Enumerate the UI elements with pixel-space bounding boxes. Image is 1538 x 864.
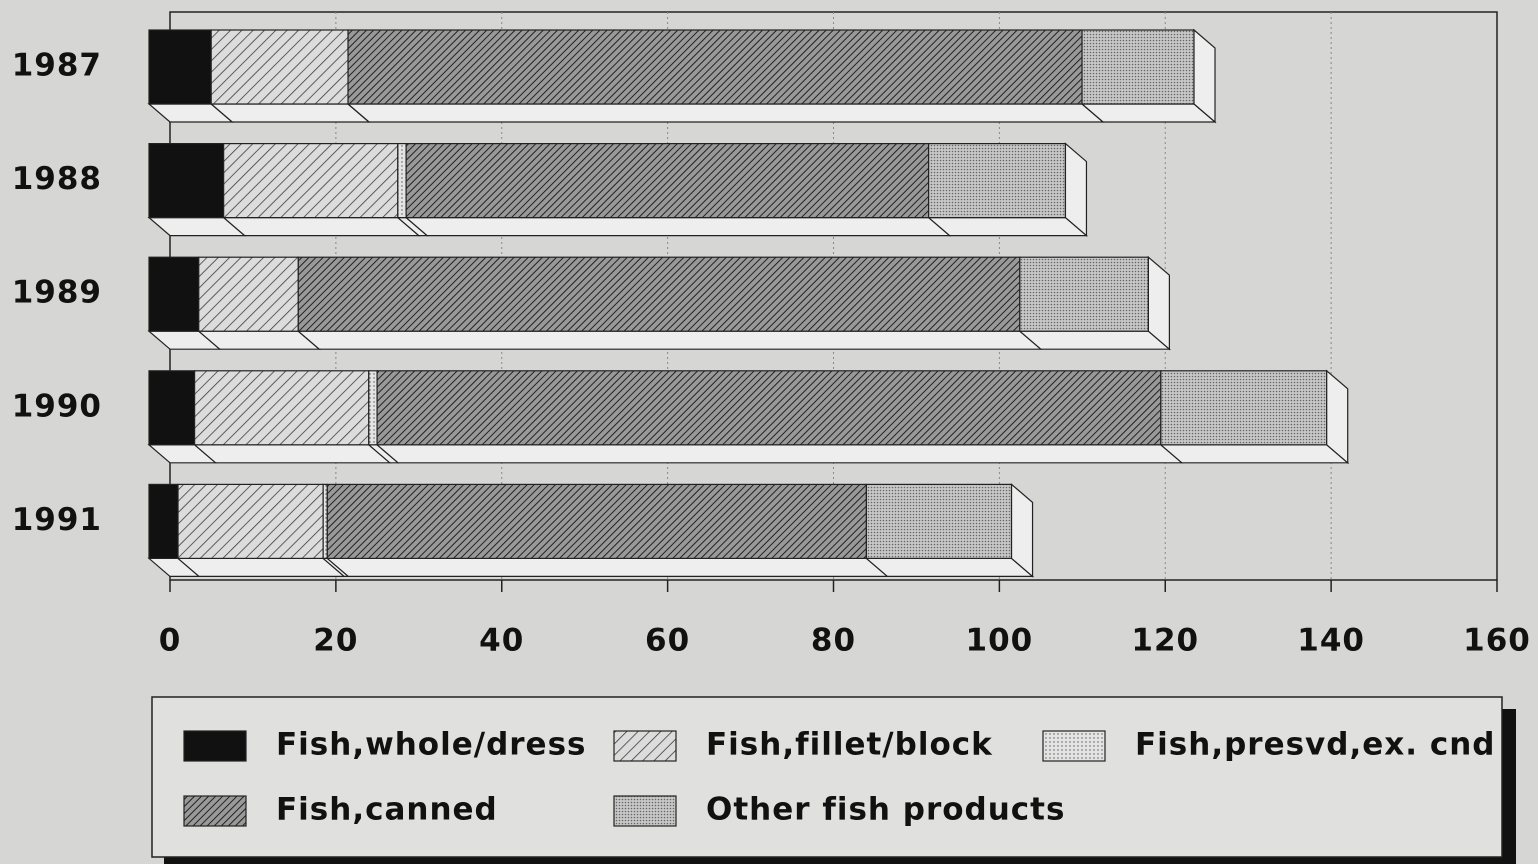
x-tick-label: 0 bbox=[159, 623, 182, 659]
bar bbox=[148, 483, 179, 559]
y-tick-label: 1991 bbox=[12, 502, 102, 538]
bar bbox=[865, 483, 1013, 559]
bar bbox=[148, 143, 225, 219]
y-tick-label: 1990 bbox=[12, 388, 102, 424]
bar bbox=[148, 29, 212, 105]
bar-bottom bbox=[192, 444, 392, 464]
legend-swatch bbox=[613, 730, 677, 762]
bar bbox=[397, 143, 407, 219]
legend-swatch bbox=[183, 795, 247, 827]
legend-swatch bbox=[183, 730, 247, 762]
x-tick-label: 160 bbox=[1463, 623, 1531, 659]
bar bbox=[194, 370, 370, 446]
bar bbox=[148, 370, 196, 446]
legend-swatch bbox=[1042, 730, 1106, 762]
x-tick-label: 120 bbox=[1131, 623, 1199, 659]
legend-swatch bbox=[613, 795, 677, 827]
bar bbox=[297, 256, 1021, 332]
x-tick-label: 80 bbox=[811, 623, 856, 659]
bar bbox=[210, 29, 349, 105]
bar-bottom bbox=[1159, 444, 1350, 464]
bar-bottom bbox=[325, 557, 890, 578]
bar bbox=[376, 370, 1162, 446]
y-tick-label: 1987 bbox=[12, 48, 102, 84]
bar-end bbox=[1010, 483, 1034, 578]
bar bbox=[368, 370, 378, 446]
bar bbox=[177, 483, 324, 559]
legend bbox=[151, 696, 1516, 864]
bar bbox=[347, 29, 1083, 105]
bar-bottom bbox=[176, 557, 346, 578]
x-tick-label: 20 bbox=[313, 623, 358, 659]
y-tick-label: 1988 bbox=[12, 161, 102, 197]
bar-bottom bbox=[296, 330, 1043, 350]
x-tick-label: 100 bbox=[966, 623, 1034, 659]
legend-box bbox=[151, 696, 1503, 858]
bar-bottom bbox=[1018, 330, 1172, 350]
bar bbox=[1019, 256, 1149, 332]
bar bbox=[928, 143, 1067, 219]
x-tick-label: 60 bbox=[645, 623, 690, 659]
y-tick-label: 1989 bbox=[12, 275, 102, 311]
bar-bottom bbox=[209, 103, 371, 123]
bar bbox=[322, 483, 328, 559]
bar-end bbox=[1326, 369, 1349, 465]
bar-bottom bbox=[404, 217, 952, 237]
legend-label: Fish,presvd,ex. cnd bbox=[1135, 727, 1495, 763]
bar-bottom bbox=[222, 217, 421, 237]
x-tick-label: 140 bbox=[1297, 623, 1365, 659]
bar-bottom bbox=[1080, 103, 1217, 123]
bar bbox=[326, 483, 868, 559]
bar bbox=[223, 143, 399, 219]
bar bbox=[1160, 370, 1328, 446]
bar bbox=[148, 256, 200, 332]
bar-bottom bbox=[375, 444, 1184, 464]
legend-label: Other fish products bbox=[706, 792, 1065, 828]
legend-label: Fish,fillet/block bbox=[706, 727, 993, 763]
bar-end bbox=[1064, 142, 1088, 237]
bar bbox=[1081, 29, 1195, 105]
bar-bottom bbox=[926, 217, 1089, 237]
bar bbox=[198, 256, 299, 332]
legend-label: Fish,whole/dress bbox=[276, 727, 587, 763]
bar bbox=[405, 143, 930, 219]
bar-bottom bbox=[346, 103, 1105, 123]
bar-end bbox=[1193, 28, 1216, 124]
bar-end bbox=[1147, 255, 1170, 351]
x-tick-label: 40 bbox=[479, 623, 524, 659]
legend-label: Fish,canned bbox=[276, 792, 498, 828]
bar-bottom bbox=[864, 557, 1035, 578]
